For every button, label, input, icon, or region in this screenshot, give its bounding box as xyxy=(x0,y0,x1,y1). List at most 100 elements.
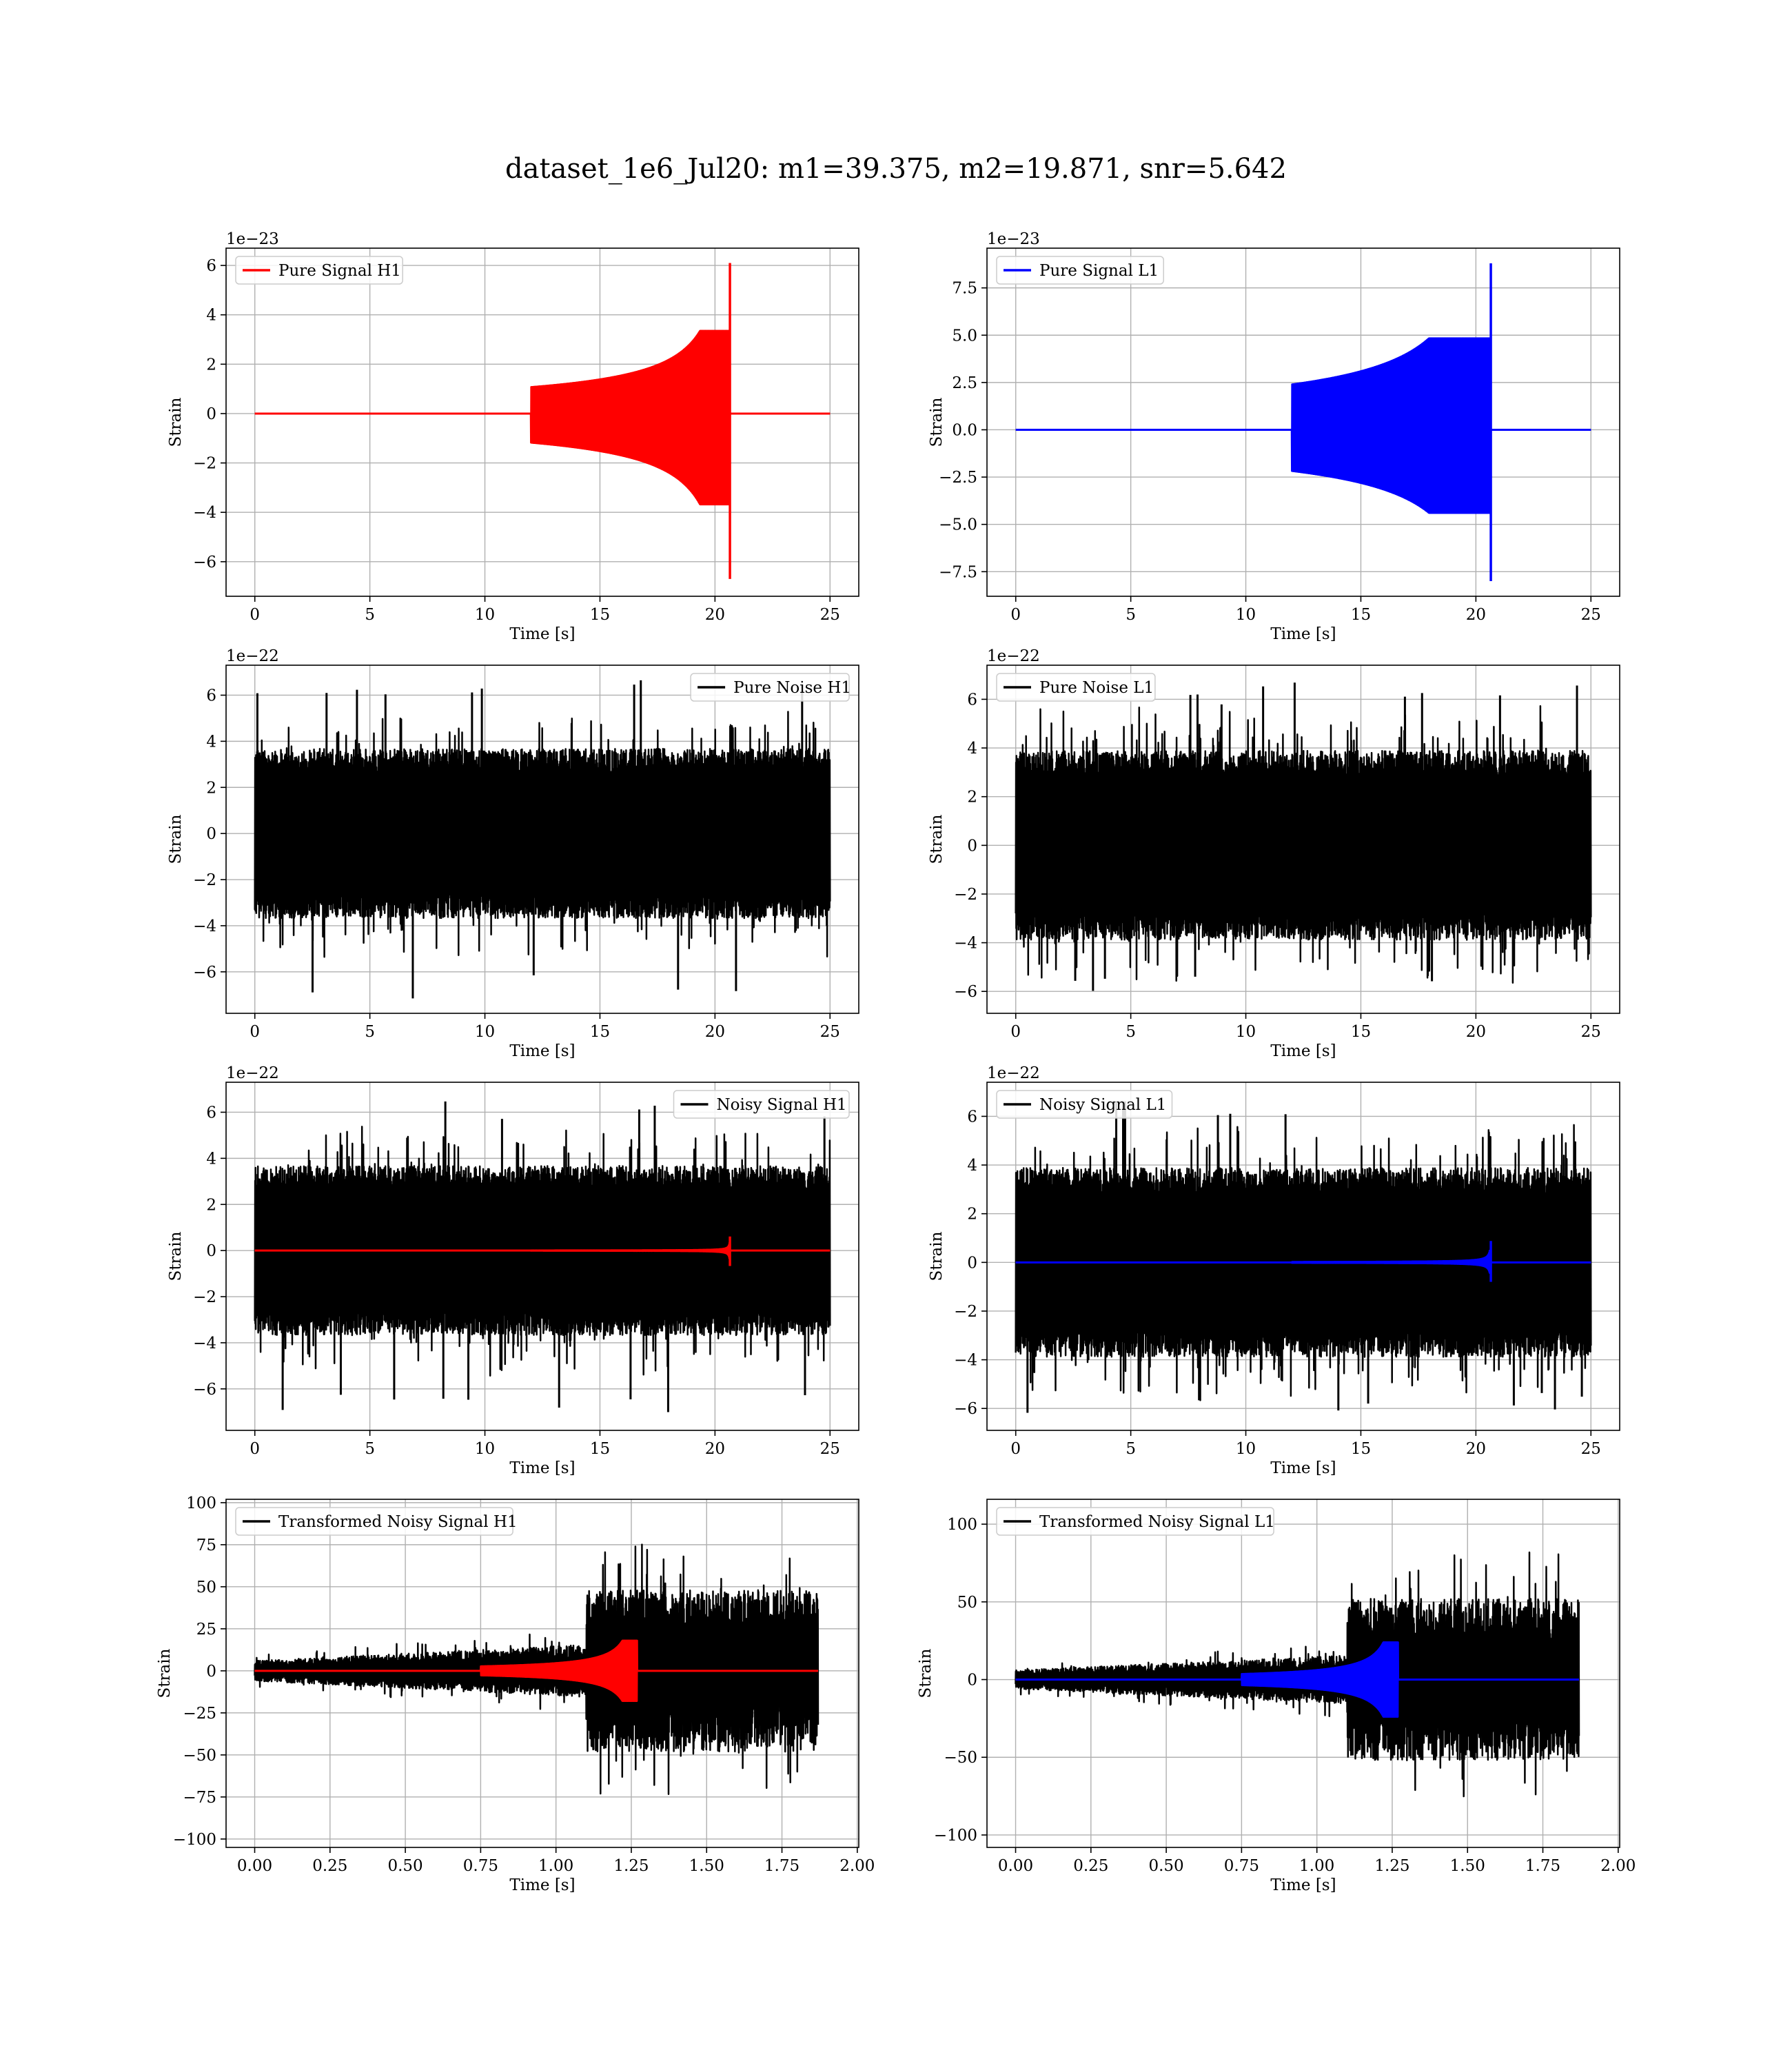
y-tick-label: −100 xyxy=(934,1827,977,1845)
y-tick-label: 0 xyxy=(206,1663,216,1681)
x-tick-label: 10 xyxy=(1236,606,1256,624)
x-tick-label: 0.00 xyxy=(998,1857,1033,1875)
legend-box xyxy=(996,256,1164,285)
y-tick-label: −2 xyxy=(193,455,216,473)
x-tick-label: 25 xyxy=(1581,1440,1601,1458)
offset-text: 1e−23 xyxy=(987,230,1040,248)
plot-area xyxy=(254,263,831,579)
x-tick-label: 0.50 xyxy=(1148,1857,1183,1875)
x-tick-label: 0.25 xyxy=(312,1857,347,1875)
x-tick-label: 25 xyxy=(820,1023,840,1041)
y-tick-label: −6 xyxy=(193,964,216,982)
y-tick-label: −2 xyxy=(193,871,216,889)
x-tick-label: 0 xyxy=(250,1440,260,1458)
x-tick-label: 0.25 xyxy=(1073,1857,1108,1875)
noise-trace xyxy=(1015,1124,1592,1401)
y-tick-label: −4 xyxy=(954,1352,977,1370)
panel-7: 0.00 0.25 0.50 0.75 1.00 1.25 1.50 1.75 2.00 −100… xyxy=(917,1499,1636,1894)
x-tick-label: 15 xyxy=(590,1023,610,1041)
x-tick-label: 20 xyxy=(705,1440,725,1458)
offset-text: 1e−23 xyxy=(226,230,279,248)
legend-label: Noisy Signal H1 xyxy=(717,1096,847,1114)
y-tick-label: 6 xyxy=(206,687,216,704)
y-tick-label: 0 xyxy=(967,837,977,855)
y-tick-label: −7.5 xyxy=(939,563,977,581)
y-tick-label: −50 xyxy=(944,1749,977,1767)
y-tick-label: 6 xyxy=(967,1108,977,1126)
axes-frame xyxy=(225,1499,859,1848)
noise-trace xyxy=(254,1126,831,1377)
plot-area xyxy=(1015,1101,1592,1413)
x-tick-label: 1.25 xyxy=(613,1857,649,1875)
x-tick-label: 5 xyxy=(1126,1440,1136,1458)
x-tick-label: 0 xyxy=(1010,1440,1021,1458)
noise-trace xyxy=(254,711,831,958)
y-tick-label: 100 xyxy=(186,1494,216,1512)
panel-6: 0.00 0.25 0.50 0.75 1.00 1.25 1.50 1.75 2.00 −100… xyxy=(156,1494,875,1894)
x-tick-label: 0 xyxy=(250,606,260,624)
legend-box xyxy=(235,256,403,285)
y-tick-label: −4 xyxy=(193,918,216,935)
panel-0: 0 5 10 15 20 25 −6 −4 −2 0 2 4 6 Time [s] Strain 1e−23 P… xyxy=(167,230,859,643)
panel-1: 0 5 10 15 20 25 −7.5 −5.0 −2.5 0.0 2.5 5.0 7.5 Time [… xyxy=(928,230,1620,643)
y-tick-label: −6 xyxy=(193,554,216,571)
panel-4: 0 5 10 15 20 25 −6 −4 −2 0 2 4 6 Time [s] Strain 1e−22 N… xyxy=(167,1064,859,1477)
axes-frame xyxy=(986,1499,1620,1848)
x-axis-label: Time [s] xyxy=(509,1459,575,1477)
x-tick-label: 0.00 xyxy=(237,1857,272,1875)
y-tick-label: 2.5 xyxy=(952,374,977,392)
offset-text: 1e−22 xyxy=(987,1064,1040,1082)
x-tick-label: 0.50 xyxy=(387,1857,422,1875)
signal-trace xyxy=(254,330,831,506)
x-tick-label: 15 xyxy=(1351,1023,1371,1041)
noise-trace xyxy=(1015,705,1592,984)
x-tick-label: 10 xyxy=(1236,1440,1256,1458)
transformed-trace xyxy=(254,1543,819,1795)
x-tick-label: 25 xyxy=(820,606,840,624)
x-axis-label: Time [s] xyxy=(509,1876,575,1894)
plot-area xyxy=(254,1101,831,1412)
y-tick-label: 0 xyxy=(206,1242,216,1260)
y-tick-label: −4 xyxy=(954,935,977,953)
y-tick-label: 6 xyxy=(206,1104,216,1122)
x-tick-label: 1.00 xyxy=(1299,1857,1334,1875)
y-tick-label: −4 xyxy=(193,504,216,522)
y-tick-label: −2.5 xyxy=(939,469,977,487)
x-tick-label: 1.75 xyxy=(764,1857,800,1875)
x-tick-label: 1.25 xyxy=(1374,1857,1409,1875)
axes-frame xyxy=(986,1082,1620,1431)
x-tick-label: 5 xyxy=(365,1440,375,1458)
x-tick-label: 1.50 xyxy=(1450,1857,1485,1875)
y-tick-label: 0.0 xyxy=(952,421,977,439)
y-tick-label: −2 xyxy=(954,1303,977,1321)
x-tick-label: 0 xyxy=(250,1023,260,1041)
x-tick-label: 10 xyxy=(475,1023,495,1041)
x-tick-label: 15 xyxy=(590,606,610,624)
x-tick-label: 20 xyxy=(1466,1440,1486,1458)
y-axis-label: Strain xyxy=(167,397,185,447)
panel-3: 0 5 10 15 20 25 −6 −4 −2 0 2 4 6 Time [s] Strain 1e−22 P… xyxy=(928,647,1620,1060)
legend-box xyxy=(996,673,1156,702)
x-tick-label: 0 xyxy=(1010,606,1021,624)
y-tick-label: 4 xyxy=(967,740,977,758)
y-tick-label: 4 xyxy=(206,733,216,751)
legend-label: Pure Noise H1 xyxy=(733,679,851,697)
x-tick-label: 20 xyxy=(705,606,725,624)
y-tick-label: 2 xyxy=(206,779,216,797)
legend-label: Transformed Noisy Signal L1 xyxy=(1039,1513,1275,1531)
y-tick-label: 7.5 xyxy=(952,280,977,298)
y-tick-label: −5.0 xyxy=(939,516,977,534)
y-tick-label: 5.0 xyxy=(952,327,977,345)
y-tick-label: −50 xyxy=(183,1747,216,1765)
legend-box xyxy=(235,1507,513,1536)
x-tick-label: 15 xyxy=(1351,1440,1371,1458)
x-axis-label: Time [s] xyxy=(1270,1042,1336,1060)
y-tick-label: 25 xyxy=(196,1621,216,1639)
y-tick-label: 2 xyxy=(206,1196,216,1214)
y-tick-label: 0 xyxy=(206,405,216,423)
x-tick-label: 20 xyxy=(705,1023,725,1041)
x-tick-label: 2.00 xyxy=(839,1857,875,1875)
x-axis-label: Time [s] xyxy=(509,1042,575,1060)
offset-text: 1e−22 xyxy=(226,1064,279,1082)
